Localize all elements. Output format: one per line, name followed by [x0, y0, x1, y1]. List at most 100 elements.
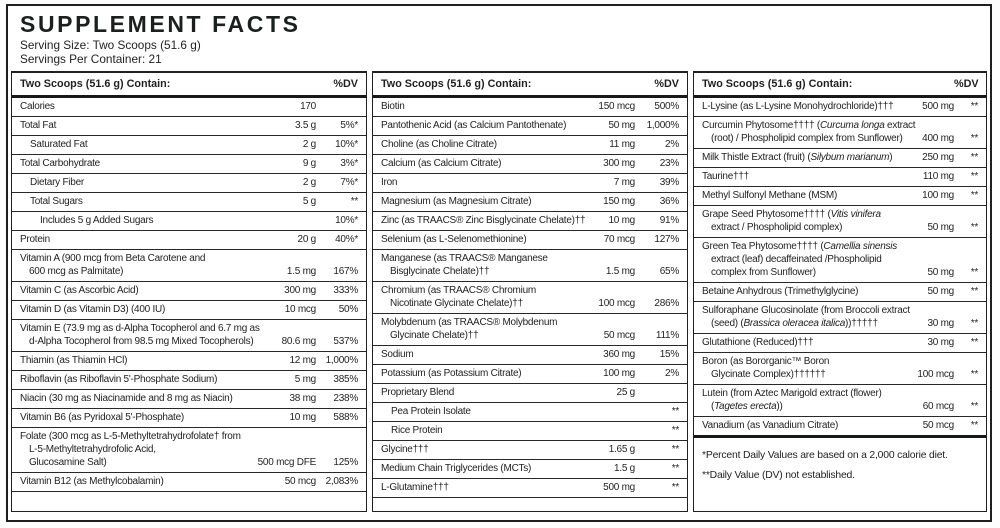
nutrient-amount: 10 mcg: [284, 304, 317, 315]
nutrient-dv: 10%*: [335, 215, 358, 226]
nutrient-last-line: Magnesium (as Magnesium Citrate) 150 mg 36…: [381, 195, 679, 208]
nutrient-dv: 111%: [655, 330, 679, 341]
nutrient-name: Vitamin E (73.9 mg as d-Alpha Tocopherol…: [20, 323, 260, 334]
nutrient-row: Milk Thistle Extract (fruit) (Silybum ma…: [694, 149, 986, 168]
nutrient-name: complex from Sunflower): [711, 267, 816, 278]
nutrient-last-line: Thiamin (as Thiamin HCl) 12 mg 1,000%: [20, 354, 358, 367]
nutrient-last-line: Methyl Sulfonyl Methane (MSM) 100 mg **: [702, 189, 978, 202]
nutrient-row: L-Glutamine††† 500 mg **: [373, 479, 687, 498]
nutrient-row: Protein 20 g 40%*: [12, 231, 366, 250]
nutrient-name: Total Sugars: [30, 196, 83, 207]
facts-columns: Two Scoops (51.6 g) Contain: %DV Calorie…: [11, 71, 987, 512]
nutrient-row: Molybdenum (as TRAACS® Molybdenum Glycina…: [373, 314, 687, 346]
nutrient-last-line: Vanadium (as Vanadium Citrate) 50 mcg **: [702, 419, 978, 432]
nutrient-last-line: Nicotinate Glycinate Chelate)†† 100 mcg 28…: [381, 297, 679, 310]
nutrient-last-line: Biotin 150 mcg 500%: [381, 100, 679, 113]
nutrient-last-line: complex from Sunflower) 50 mg **: [702, 266, 978, 279]
nutrient-amount: 1.5 mg: [286, 266, 316, 277]
nutrient-row: Manganese (as TRAACS® Manganese Bisglycin…: [373, 250, 687, 282]
nutrient-name: Biotin: [381, 101, 405, 112]
nutrient-name: Glutathione (Reduced)†††: [702, 337, 814, 348]
nutrient-last-line: L-Glutamine††† 500 mg **: [381, 481, 679, 494]
nutrient-last-line: Dietary Fiber 2 g 7%*: [20, 176, 358, 189]
nutrient-name: Total Carbohydrate: [20, 158, 100, 169]
nutrient-row: Grape Seed Phytosome†††† (Vitis vinifera…: [694, 206, 986, 238]
nutrient-name: extract (leaf) decaffeinated /Phospholip…: [711, 254, 882, 265]
nutrient-name: Molybdenum (as TRAACS® Molybdenum: [381, 317, 558, 328]
nutrient-amount: 170: [300, 101, 316, 112]
nutrient-last-line: Calcium (as Calcium Citrate) 300 mg 23%: [381, 157, 679, 170]
nutrient-name: Folate (300 mcg as L-5-Methyltetrahydrof…: [20, 431, 241, 442]
nutrient-name: Vitamin B12 (as Methylcobalamin): [20, 476, 164, 487]
nutrient-dv: 500%: [654, 101, 679, 112]
nutrient-amount: 50 mcg: [922, 420, 955, 431]
nutrient-amount: 60 mcg: [922, 401, 955, 412]
nutrient-name: Pea Protein Isolate: [391, 406, 471, 417]
nutrient-amount: 2 g: [302, 177, 316, 188]
nutrient-dv: 50%: [338, 304, 359, 315]
nutrient-row: Vitamin E (73.9 mg as d-Alpha Tocopherol…: [12, 320, 366, 352]
nutrient-amount: 1.5 mg: [605, 266, 635, 277]
nutrient-name: Thiamin (as Thiamin HCl): [20, 355, 128, 366]
nutrient-dv: 588%: [333, 412, 358, 423]
nutrient-dv: 167%: [333, 266, 358, 277]
nutrient-last-line: Niacin (30 mg as Niacinamide and 8 mg as…: [20, 392, 358, 405]
rows: Calories 170 Total Fat 3.5 g 5%* Saturated Fa…: [12, 98, 366, 492]
nutrient-dv: 385%: [333, 374, 358, 385]
nutrient-name: d-Alpha Tocopherol from 98.5 mg Mixed To…: [29, 336, 254, 347]
nutrient-last-line: (root) / Phospholipid complex from Sunfl…: [702, 132, 978, 145]
nutrient-name: Methyl Sulfonyl Methane (MSM): [702, 190, 838, 201]
nutrient-name: Glucosamine Salt): [29, 457, 107, 468]
supplement-facts-label: SUPPLEMENT FACTS Serving Size: Two Scoop…: [6, 4, 992, 522]
nutrient-dv: 125%: [333, 457, 358, 468]
nutrient-dv: **: [671, 406, 680, 417]
nutrient-dv: 23%: [659, 158, 680, 169]
nutrient-name: Taurine†††: [702, 171, 749, 182]
nutrient-last-line: Choline (as Choline Citrate) 11 mg 2%: [381, 138, 679, 151]
nutrient-name: Vitamin C (as Ascorbic Acid): [20, 285, 139, 296]
nutrient-name: Choline (as Choline Citrate): [381, 139, 497, 150]
nutrient-name: Boron (as Bororganic™ Boron: [702, 356, 830, 367]
nutrient-dv: 40%*: [335, 234, 358, 245]
nutrient-name: Magnesium (as Magnesium Citrate): [381, 196, 532, 207]
nutrient-row: Sulforaphane Glucosinolate (from Broccol…: [694, 302, 986, 334]
nutrient-name: Curcumin Phytosome†††† (Curcuma longa ex…: [702, 120, 916, 131]
nutrient-dv: **: [970, 267, 979, 278]
nutrient-name: L-Lysine (as L-Lysine Monohydrochloride)…: [702, 101, 894, 112]
nutrient-row: Boron (as Bororganic™ Boron Glycinate Com…: [694, 353, 986, 385]
nutrient-name: Riboflavin (as Riboflavin 5'-Phosphate S…: [20, 374, 218, 385]
nutrient-row: Potassium (as Potassium Citrate) 100 mg 2%: [373, 365, 687, 384]
nutrient-row: Total Carbohydrate 9 g 3%*: [12, 155, 366, 174]
nutrient-name: Zinc (as TRAACS® Zinc Bisglycinate Chela…: [381, 215, 586, 226]
nutrient-name: Chromium (as TRAACS® Chromium: [381, 285, 536, 296]
nutrient-name: Glycine†††: [381, 444, 429, 455]
nutrient-dv: **: [671, 482, 680, 493]
nutrient-amount: 300 mg: [284, 285, 316, 296]
nutrient-name: Manganese (as TRAACS® Manganese: [381, 253, 548, 264]
nutrient-amount: 25 g: [616, 387, 636, 398]
nutrient-row: Saturated Fat 2 g 10%*: [12, 136, 366, 155]
nutrient-dv: **: [970, 420, 979, 431]
nutrient-row: Total Fat 3.5 g 5%*: [12, 117, 366, 136]
label-header: SUPPLEMENT FACTS Serving Size: Two Scoop…: [11, 11, 987, 66]
nutrient-dv: 238%: [333, 393, 358, 404]
nutrient-amount: 1.5 g: [614, 463, 635, 474]
nutrient-row: Riboflavin (as Riboflavin 5'-Phosphate S…: [12, 371, 366, 390]
rows: Biotin 150 mcg 500% Pantothenic Acid (as Ca…: [373, 98, 687, 498]
nutrient-name: Lutein (from Aztec Marigold extract (flo…: [702, 388, 882, 399]
nutrient-name: extract / Phospholipid complex): [711, 222, 843, 233]
nutrient-name: Calories: [20, 101, 55, 112]
nutrient-row: Chromium (as TRAACS® Chromium Nicotinate …: [373, 282, 687, 314]
nutrient-last-line: Glycinate Chelate)†† 50 mcg 111%: [381, 329, 679, 342]
nutrient-dv: 39%: [659, 177, 680, 188]
nutrient-last-line: Total Fat 3.5 g 5%*: [20, 119, 358, 132]
nutrient-row: Pea Protein Isolate **: [373, 403, 687, 422]
nutrient-dv: **: [970, 133, 979, 144]
nutrient-last-line: Glycinate Complex)†††††† 100 mcg **: [702, 368, 978, 381]
nutrient-last-line: extract / Phospholipid complex) 50 mg **: [702, 221, 978, 234]
nutrient-last-line: Taurine††† 110 mg **: [702, 170, 978, 183]
nutrient-row: Vitamin D (as Vitamin D3) (400 IU) 10 mcg…: [12, 301, 366, 320]
nutrient-dv: 3%*: [340, 158, 358, 169]
nutrient-row: Proprietary Blend 25 g: [373, 384, 687, 403]
nutrient-name: Milk Thistle Extract (fruit) (Silybum ma…: [702, 152, 893, 163]
